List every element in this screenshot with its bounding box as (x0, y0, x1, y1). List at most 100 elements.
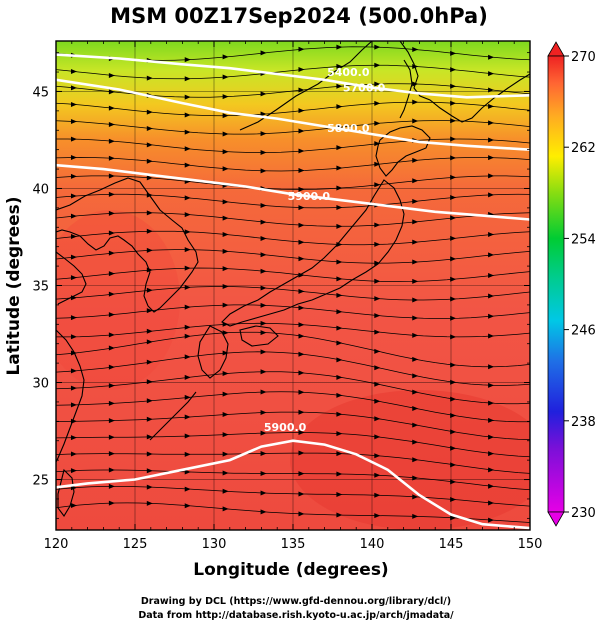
wind-arrow (260, 285, 267, 291)
wind-arrow (184, 146, 191, 152)
wind-arrow (336, 204, 343, 210)
wind-arrow (336, 292, 343, 298)
wind-arrow (374, 81, 381, 87)
wind-arrow (184, 265, 191, 271)
wind-arrow (450, 118, 457, 124)
colorbar-tick-label: 262 (571, 141, 596, 156)
wind-arrow (336, 83, 343, 89)
wind-arrow (70, 451, 77, 457)
wind-arrow (412, 99, 419, 105)
wind-arrow (146, 416, 153, 422)
wind-arrow (336, 104, 343, 110)
wind-arrow (70, 385, 77, 391)
wind-arrow (450, 479, 457, 485)
wind-arrow (146, 175, 153, 181)
wind-arrow (70, 368, 77, 374)
wind-arrow (412, 239, 419, 245)
wind-arrow (336, 325, 343, 331)
wind-arrow (336, 165, 343, 171)
wind-arrow (260, 111, 267, 117)
wind-arrow (450, 100, 457, 106)
wind-arrow (336, 63, 343, 69)
colorbar-bottom-triangle (547, 511, 565, 527)
wind-arrow (108, 467, 115, 473)
credit-drawing: Drawing by DCL (https://www.gfd-dennou.o… (141, 596, 451, 607)
wind-arrow (488, 364, 495, 370)
wind-arrow (184, 333, 191, 339)
wind-arrow (412, 513, 419, 519)
wind-arrow (488, 71, 495, 77)
wind-arrow (222, 113, 229, 119)
wind-arrow (108, 250, 115, 256)
wind-arrow (412, 297, 419, 303)
wind-arrow (412, 47, 419, 53)
wind-arrow (412, 198, 419, 204)
wind-arrow (450, 445, 457, 451)
wind-arrow (146, 328, 153, 334)
contour-label: 5900.0 (264, 421, 307, 434)
wind-arrow (298, 471, 305, 477)
contour-line (56, 53, 530, 99)
wind-arrow (450, 194, 457, 200)
wind-arrow (184, 304, 191, 310)
wind-arrow (488, 417, 495, 423)
wind-arrow (450, 50, 457, 56)
wind-arrow (108, 434, 115, 440)
wind-arrow (412, 422, 419, 428)
wind-arrow (298, 305, 305, 311)
wind-arrow (488, 173, 495, 179)
wind-arrow (222, 371, 229, 377)
wind-arrow (184, 469, 191, 475)
wind-arrow (336, 492, 343, 498)
wind-arrow (298, 333, 305, 339)
wind-arrow (450, 497, 457, 503)
wind-arrow (184, 129, 191, 135)
wind-arrow (374, 329, 381, 335)
wind-arrow (336, 223, 343, 229)
wind-arrow (184, 394, 191, 400)
wind-arrow (222, 470, 229, 476)
wind-arrow (336, 357, 343, 363)
wind-arrow (298, 288, 305, 294)
wind-arrow (146, 359, 153, 365)
wind-arrow (374, 472, 381, 478)
wind-arrow (336, 44, 343, 50)
contour-label: 5800.0 (327, 122, 370, 135)
wind-arrow (146, 142, 153, 148)
wind-arrow (336, 276, 343, 282)
wind-arrow (108, 500, 115, 506)
wind-arrow (184, 503, 191, 509)
wind-arrow (488, 382, 495, 388)
wind-arrow (298, 222, 305, 228)
wind-arrow (336, 512, 343, 518)
wind-arrow (412, 259, 419, 265)
wind-arrow (108, 122, 115, 128)
wind-arrow (108, 418, 115, 424)
wind-arrow (70, 502, 77, 508)
y-tick-label: 35 (32, 280, 49, 295)
wind-arrow (450, 413, 457, 419)
wind-arrow (108, 155, 115, 161)
wind-arrow (298, 148, 305, 154)
wind-arrow (70, 193, 77, 199)
wind-arrow (488, 54, 495, 60)
wind-arrow (260, 219, 267, 225)
wind-arrow (184, 247, 191, 253)
wind-arrow (146, 228, 153, 234)
wind-arrow (70, 136, 77, 142)
wind-arrow (108, 210, 115, 216)
wind-arrow (184, 486, 191, 492)
wind-arrow (260, 389, 267, 395)
wind-arrow (450, 174, 457, 180)
wind-arrow (146, 109, 153, 115)
wind-arrow (222, 94, 229, 100)
wind-arrow (146, 398, 153, 404)
contour-line (56, 78, 530, 151)
y-tick-label: 40 (32, 182, 49, 197)
wind-arrow (412, 332, 419, 338)
wind-arrow (336, 145, 343, 151)
wind-arrow (146, 126, 153, 132)
wind-arrow (108, 383, 115, 389)
wind-arrow (488, 517, 495, 523)
wind-arrow (450, 276, 457, 282)
